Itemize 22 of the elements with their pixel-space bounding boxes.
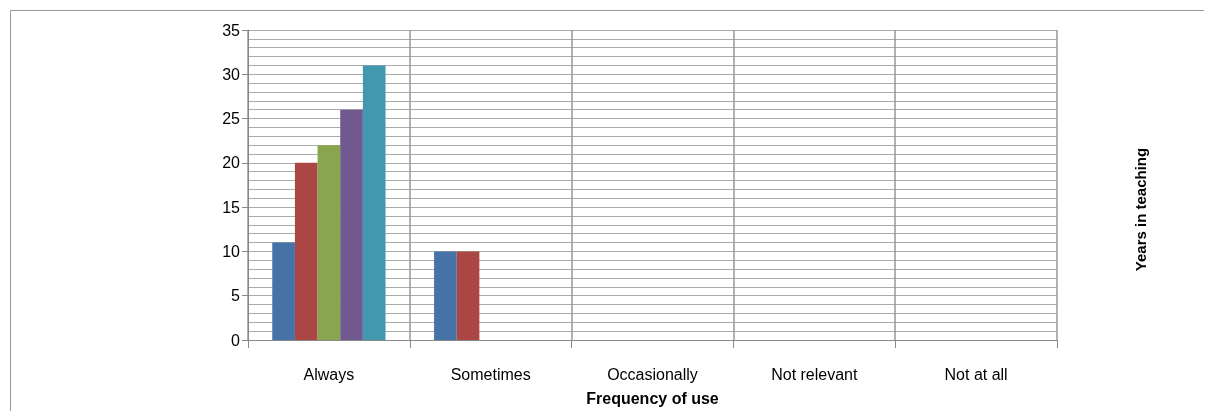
bar: [294, 162, 318, 340]
y-tick-label: 30: [222, 65, 241, 83]
text: Years in teaching: [1132, 147, 1149, 272]
x-tick-label: Always: [303, 365, 355, 383]
y-tick-label: 5: [231, 287, 241, 305]
bar: [317, 145, 341, 340]
x-tick-label: Sometimes: [450, 365, 531, 383]
bar: [456, 251, 480, 340]
y-tick-label: 0: [231, 331, 241, 349]
y-tick-label: 35: [222, 21, 241, 39]
y-tick-label: 10: [222, 242, 241, 260]
bar: [362, 65, 386, 340]
bar: [272, 242, 295, 340]
y-tick-label: 20: [222, 154, 241, 172]
x-tick-label: Occasionally: [607, 365, 698, 383]
y-tick-label: 25: [222, 110, 241, 128]
bar: [434, 251, 457, 340]
x-tick-label: Not relevant: [771, 365, 858, 383]
x-tick-label: Not at all: [944, 365, 1008, 383]
x-axis-title: Frequency of use: [586, 389, 719, 407]
bar: [340, 109, 363, 340]
y-tick-label: 15: [222, 198, 241, 216]
